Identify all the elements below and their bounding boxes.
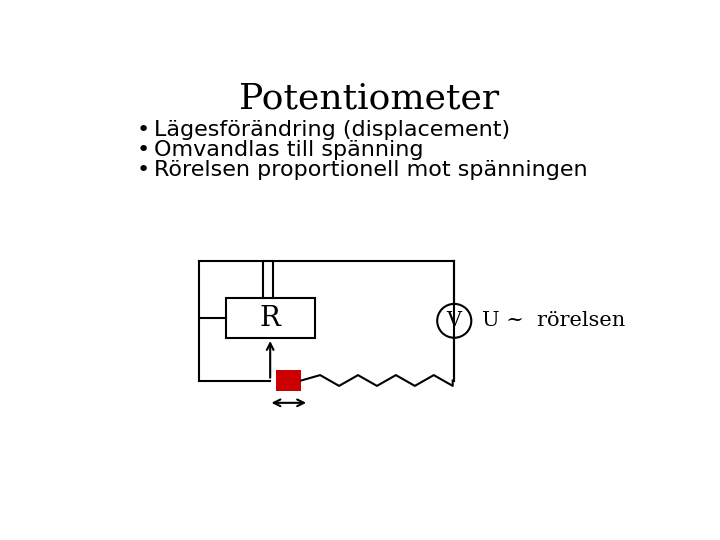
Text: Potentiometer: Potentiometer [239, 82, 499, 116]
Circle shape [437, 304, 472, 338]
Text: •: • [137, 120, 150, 140]
FancyBboxPatch shape [225, 298, 315, 338]
Text: Lägesförändring (displacement): Lägesförändring (displacement) [153, 120, 510, 140]
Text: •: • [137, 140, 150, 160]
Text: V: V [446, 312, 462, 330]
Text: •: • [137, 160, 150, 180]
Text: U ~  rörelsen: U ~ rörelsen [482, 312, 626, 330]
Text: Rörelsen proportionell mot spänningen: Rörelsen proportionell mot spänningen [153, 160, 588, 180]
Text: R: R [260, 305, 281, 332]
FancyBboxPatch shape [276, 370, 301, 390]
Text: Omvandlas till spänning: Omvandlas till spänning [153, 140, 423, 160]
